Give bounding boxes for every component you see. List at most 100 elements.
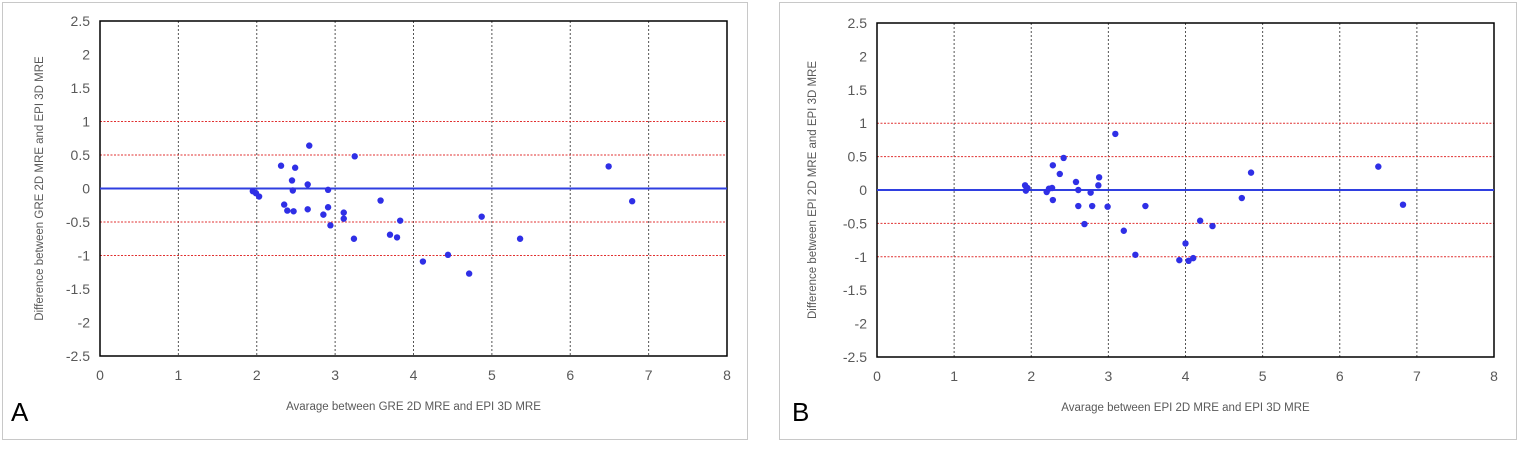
y-tick-label: 0 — [859, 182, 867, 198]
data-point — [1087, 189, 1094, 196]
y-tick-label: 0.5 — [848, 149, 868, 165]
data-point — [1095, 174, 1103, 181]
y-tick-label: -0.5 — [843, 215, 867, 231]
data-point — [396, 217, 404, 224]
x-tick-label: 2 — [253, 367, 261, 383]
data-point — [1060, 154, 1067, 162]
x-tick-label: 0 — [873, 368, 881, 384]
data-point — [386, 231, 394, 238]
data-point — [1190, 254, 1197, 262]
data-point — [444, 251, 452, 259]
data-point — [1120, 227, 1127, 234]
data-point — [1072, 178, 1080, 186]
data-point — [277, 162, 285, 169]
x-tick-label: 3 — [331, 367, 339, 383]
data-point — [1049, 196, 1057, 204]
data-point — [1048, 184, 1056, 192]
x-tick-label: 3 — [1104, 368, 1112, 384]
y-tick-label: 1 — [82, 114, 90, 130]
y-tick-label: 2.5 — [848, 15, 868, 31]
data-point — [304, 181, 311, 188]
panel-b: 0 1 2 3 4 5 6 7 8 2.5 2 1.5 1 0.5 0 -0.5 -1 -1.5 -2 -2.5 Ava… — [779, 2, 1517, 440]
x-tick-label: 8 — [1490, 368, 1498, 384]
data-point — [255, 193, 263, 200]
x-tick-label: 4 — [410, 367, 418, 383]
data-point — [478, 213, 485, 220]
data-point — [280, 201, 288, 208]
data-point — [289, 187, 297, 194]
x-tick-label: 6 — [566, 367, 574, 383]
data-point — [1176, 256, 1183, 264]
data-point — [1104, 203, 1111, 210]
data-point — [1238, 194, 1246, 202]
data-point — [1075, 202, 1082, 210]
panel-label: B — [792, 397, 809, 427]
data-point — [324, 186, 332, 194]
data-point — [1182, 240, 1189, 247]
y-tick-label: 1.5 — [71, 80, 91, 96]
data-point — [1081, 220, 1088, 228]
data-point — [377, 197, 384, 204]
x-tick-label: 4 — [1182, 368, 1190, 384]
x-tick-label: 1 — [950, 368, 958, 384]
x-tick-label: 2 — [1027, 368, 1035, 384]
data-point — [1209, 222, 1216, 230]
y-tick-label: 1.5 — [848, 82, 868, 98]
bland-altman-chart-b: 0 1 2 3 4 5 6 7 8 2.5 2 1.5 1 0.5 0 -0.5 -1 -1.5 -2 -2.5 Ava… — [792, 15, 1498, 427]
x-tick-label: 0 — [96, 367, 104, 383]
y-axis-label: Difference between EPI 2D MRE and EPI 3D… — [807, 61, 819, 319]
panel-a: 0 1 2 3 4 5 6 7 8 2.5 2 1.5 1 0.5 0 -0.5 -1 -1.5 -2 -2.5 Ava… — [2, 2, 748, 440]
data-point — [291, 164, 299, 171]
data-point — [306, 142, 313, 149]
x-tick-label: 8 — [723, 367, 731, 383]
data-point — [320, 211, 327, 218]
bland-altman-chart-a: 0 1 2 3 4 5 6 7 8 2.5 2 1.5 1 0.5 0 -0.5 -1 -1.5 -2 -2.5 Ava… — [11, 13, 731, 427]
y-tick-label: -1 — [855, 249, 868, 265]
x-axis-label: Avarage between GRE 2D MRE and EPI 3D MR… — [286, 401, 541, 413]
y-tick-label: 0 — [82, 181, 90, 197]
y-tick-label: 2 — [859, 48, 867, 64]
data-point — [465, 270, 473, 277]
data-point — [1024, 184, 1031, 192]
data-point — [340, 215, 347, 222]
y-tick-label: -2 — [855, 316, 868, 332]
data-point — [516, 235, 524, 242]
data-point — [1049, 162, 1057, 169]
y-tick-label: -1.5 — [843, 282, 867, 298]
y-tick-label: -2.5 — [66, 348, 90, 364]
data-point — [1132, 251, 1139, 258]
data-point — [284, 207, 291, 214]
y-tick-label: 2 — [82, 47, 90, 63]
data-point — [1056, 170, 1063, 178]
data-point — [304, 206, 311, 213]
data-point — [1075, 186, 1082, 194]
y-tick-label: -0.5 — [66, 214, 90, 230]
x-tick-label: 6 — [1336, 368, 1344, 384]
y-tick-label: 2.5 — [71, 13, 91, 29]
y-tick-label: 0.5 — [71, 147, 91, 163]
y-tick-label: 1 — [859, 115, 867, 131]
x-tick-label: 7 — [1413, 368, 1421, 384]
data-point — [1196, 217, 1204, 224]
data-point — [340, 209, 347, 216]
y-tick-label: -1 — [78, 248, 91, 264]
x-tick-label: 1 — [174, 367, 182, 383]
data-point — [288, 177, 296, 184]
data-point — [393, 234, 401, 241]
data-point — [605, 163, 612, 170]
panel-label: A — [11, 397, 29, 427]
data-point — [1399, 201, 1407, 208]
data-point — [628, 198, 636, 205]
data-point — [327, 222, 334, 229]
data-point — [1375, 163, 1382, 170]
x-tick-label: 5 — [1259, 368, 1267, 384]
x-tick-label: 5 — [488, 367, 496, 383]
y-tick-label: -2.5 — [843, 349, 867, 365]
y-axis-label: Difference between GRE 2D MRE and EPI 3D… — [34, 56, 46, 321]
data-point — [1247, 169, 1255, 176]
y-tick-label: -2 — [78, 315, 91, 331]
y-tick-label: -1.5 — [66, 281, 90, 297]
data-point — [1088, 202, 1096, 210]
data-point — [1185, 257, 1192, 265]
data-point — [1142, 202, 1149, 210]
